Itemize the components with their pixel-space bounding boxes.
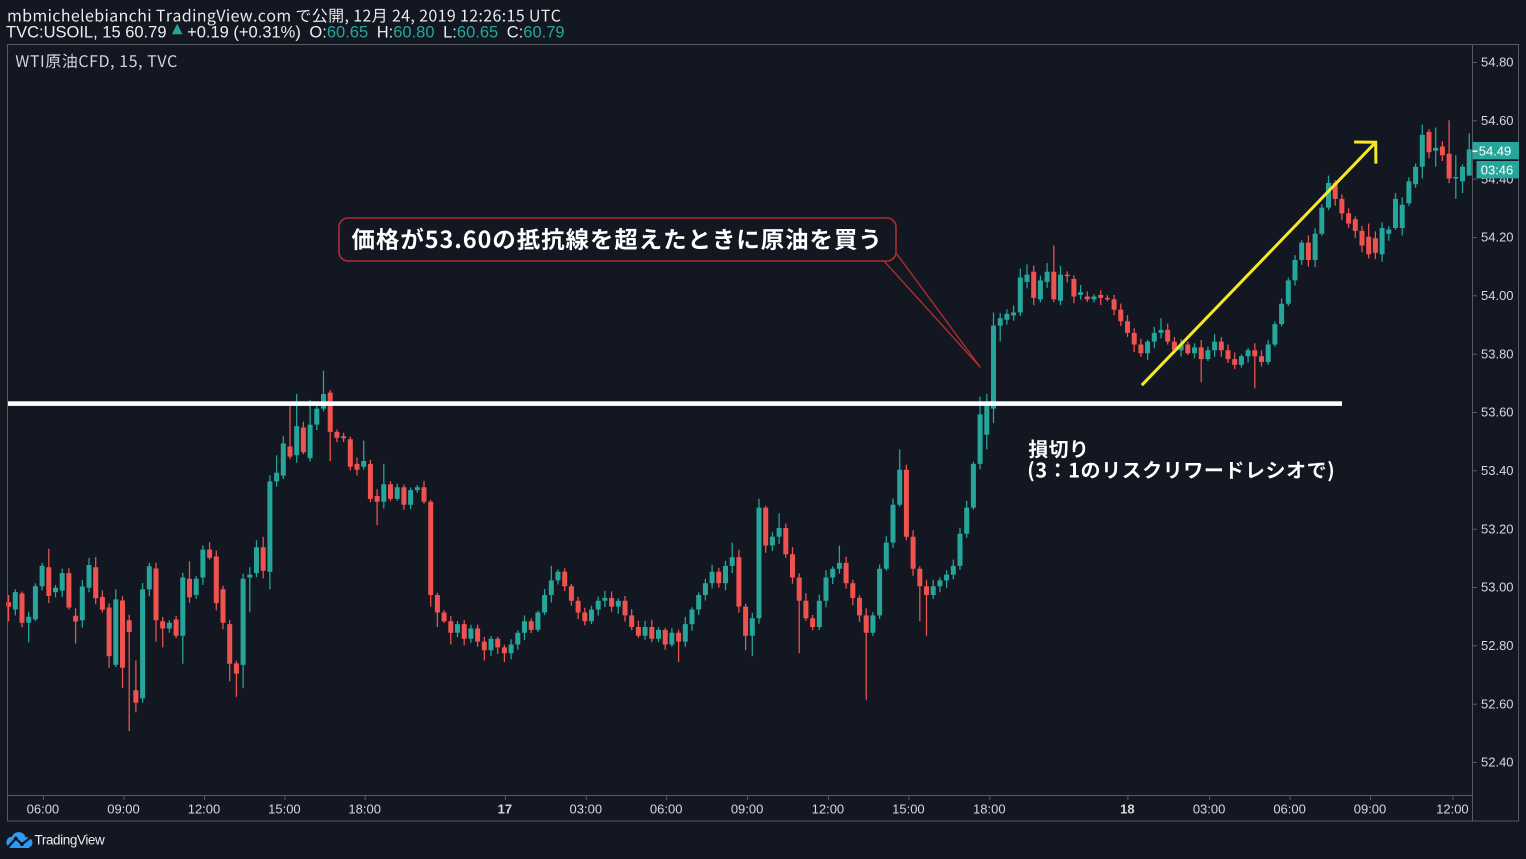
svg-text:15:00: 15:00: [892, 802, 925, 817]
svg-text:12:00: 12:00: [812, 802, 845, 817]
svg-text:06:00: 06:00: [1273, 802, 1306, 817]
svg-text:18:00: 18:00: [973, 802, 1006, 817]
svg-text:06:00: 06:00: [27, 802, 60, 817]
svg-text:TradingView: TradingView: [35, 832, 106, 847]
svg-text:12:00: 12:00: [1436, 802, 1469, 817]
svg-text:54.20: 54.20: [1481, 230, 1514, 245]
svg-text:53.40: 53.40: [1481, 463, 1514, 478]
svg-text:52.40: 52.40: [1481, 755, 1514, 770]
svg-text:18: 18: [1120, 802, 1134, 817]
svg-text:54.60: 54.60: [1481, 113, 1514, 128]
svg-text:54.00: 54.00: [1481, 288, 1514, 303]
svg-text:53.00: 53.00: [1481, 580, 1514, 595]
svg-text:12:00: 12:00: [188, 802, 221, 817]
svg-text:53.80: 53.80: [1481, 346, 1514, 361]
svg-text:52.80: 52.80: [1481, 638, 1514, 653]
svg-text:54.49: 54.49: [1479, 143, 1512, 158]
svg-text:03:46: 03:46: [1481, 162, 1514, 177]
svg-text:06:00: 06:00: [650, 802, 683, 817]
svg-text:53.20: 53.20: [1481, 521, 1514, 536]
svg-text:TVC:USOIL, 15 60.79+0.19 (+0.3: TVC:USOIL, 15 60.79 +0.19 (+0.31%) O:60.6…: [6, 24, 565, 42]
svg-text:09:00: 09:00: [1354, 802, 1387, 817]
svg-text:03:00: 03:00: [570, 802, 603, 817]
svg-text:53.60: 53.60: [1481, 405, 1514, 420]
svg-text:52.60: 52.60: [1481, 696, 1514, 711]
svg-text:03:00: 03:00: [1193, 802, 1226, 817]
svg-text:15:00: 15:00: [268, 802, 301, 817]
svg-text:17: 17: [498, 802, 512, 817]
svg-text:54.80: 54.80: [1481, 55, 1514, 70]
svg-text:09:00: 09:00: [107, 802, 140, 817]
svg-text:09:00: 09:00: [731, 802, 764, 817]
svg-text:18:00: 18:00: [348, 802, 381, 817]
